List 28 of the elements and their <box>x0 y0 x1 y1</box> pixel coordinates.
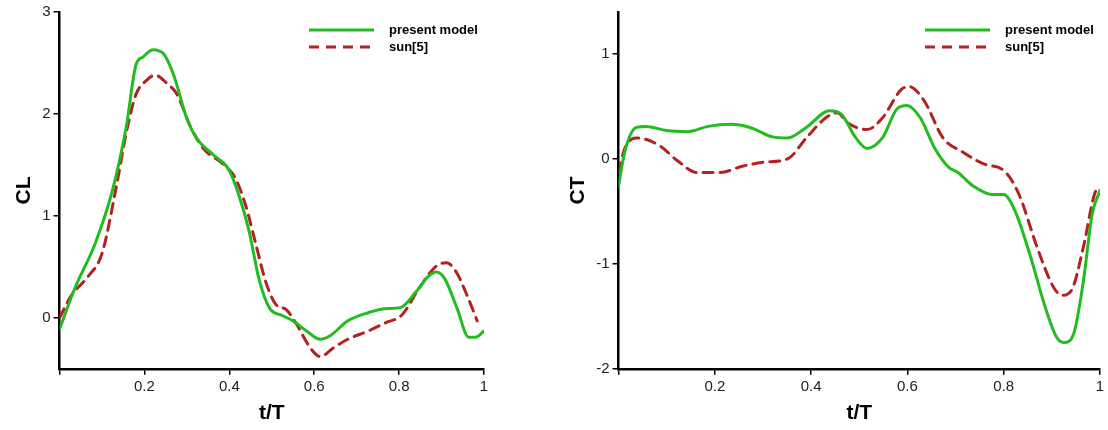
x-tick-label: 0.8 <box>388 376 410 394</box>
x-tick-label: 1 <box>1095 376 1105 394</box>
y-tick-label: 0 <box>42 307 51 325</box>
y-axis-title: CL <box>11 176 35 205</box>
x-tick-label: 0.6 <box>303 376 325 394</box>
x-tick-label: 0.6 <box>896 376 918 394</box>
legend-label: sun[5] <box>389 38 428 54</box>
y-tick-label: 1 <box>601 44 610 62</box>
x-tick-label: 0.4 <box>800 376 822 394</box>
x-tick-label: 1 <box>479 376 489 394</box>
y-tick-label: 2 <box>42 104 51 122</box>
x-axis-title: t/T <box>846 400 873 424</box>
x-tick-label: 0.2 <box>704 376 726 394</box>
y-tick-label: -2 <box>596 358 610 376</box>
x-axis-title: t/T <box>258 400 285 424</box>
y-tick-label: -1 <box>596 254 610 271</box>
x-tick-label: 0.2 <box>134 376 155 394</box>
x-tick-label: 0.8 <box>993 376 1015 394</box>
x-tick-label: 0.4 <box>218 376 240 394</box>
y-tick-label: 0 <box>601 149 610 167</box>
line-series <box>618 103 1100 345</box>
y-tick-label: 1 <box>42 206 51 224</box>
y-tick-label: 3 <box>42 2 51 20</box>
legend-label: present model <box>1005 21 1094 37</box>
legend-label: present model <box>389 21 478 37</box>
y-axis-title: CT <box>565 176 589 205</box>
legend-label: sun[5] <box>1005 38 1044 54</box>
line-series <box>618 85 1100 297</box>
